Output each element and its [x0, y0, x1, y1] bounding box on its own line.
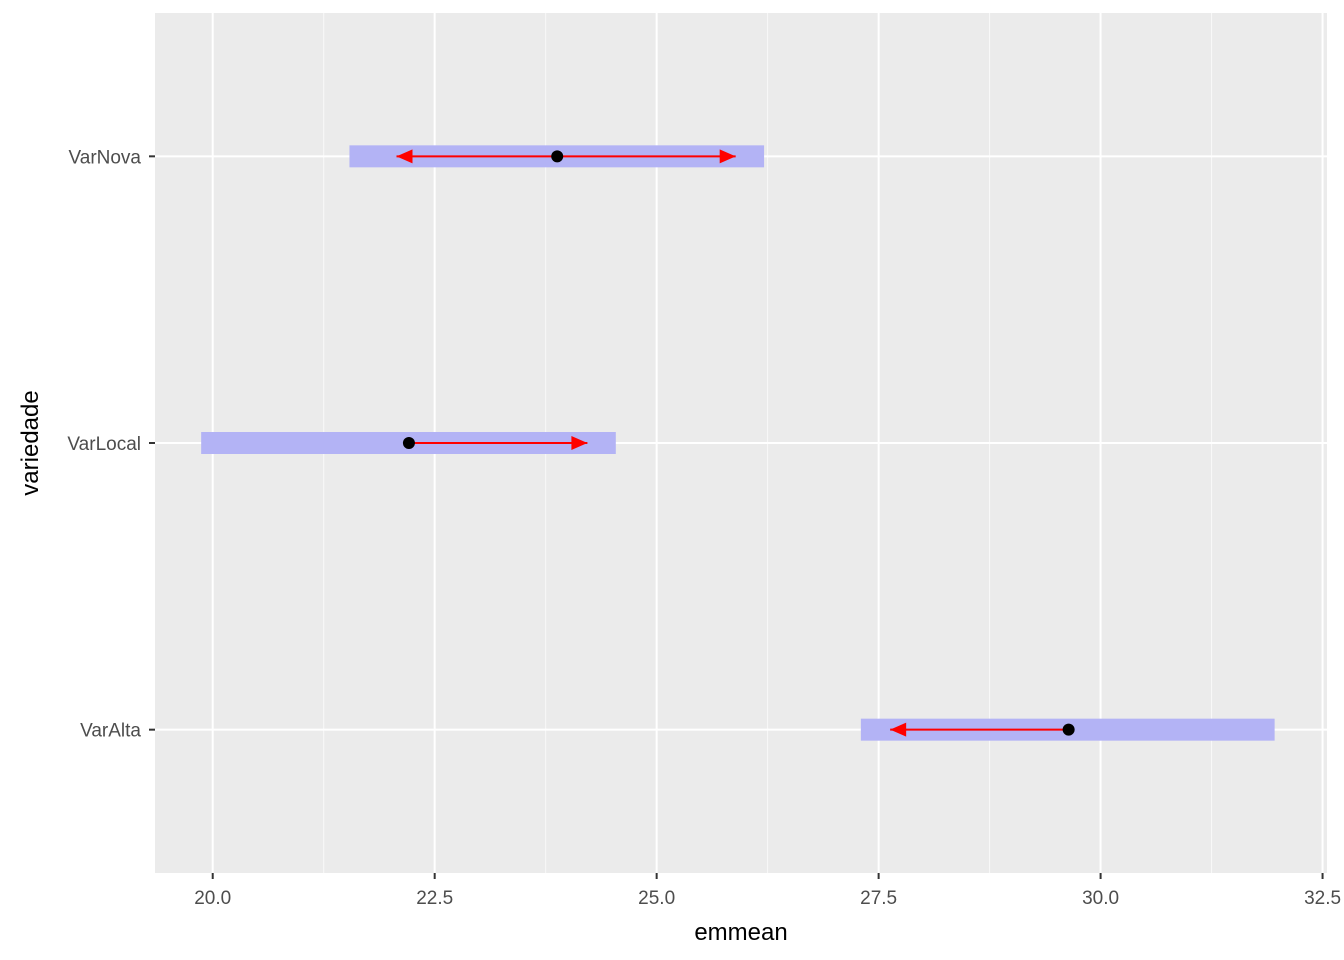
- x-tick-label: 30.0: [1082, 888, 1119, 909]
- y-tick-label: VarNova: [68, 147, 141, 168]
- x-tick-label: 27.5: [860, 888, 897, 909]
- arrowhead-VarNova: [719, 149, 736, 164]
- arrowhead-VarAlta: [890, 722, 907, 737]
- y-tick-label: VarAlta: [80, 721, 141, 742]
- x-tick-label: 32.5: [1304, 888, 1341, 909]
- emmean-point-VarAlta: [1062, 723, 1075, 736]
- emmean-points: [402, 150, 1075, 736]
- x-tick-label: 25.0: [638, 888, 675, 909]
- emmean-point-VarNova: [551, 150, 564, 163]
- comparison-arrows: [396, 149, 1069, 737]
- arrowhead-VarLocal: [571, 436, 588, 450]
- x-axis-title: emmean: [694, 919, 787, 946]
- y-axis-title: variedade: [17, 390, 44, 495]
- x-axis: 20.0 22.5 25.0 27.5 30.0 32.5: [194, 873, 1341, 909]
- y-axis: VarAlta VarLocal VarNova: [67, 147, 155, 742]
- x-tick-label: 22.5: [416, 888, 453, 909]
- y-tick-label: VarLocal: [67, 434, 141, 455]
- x-tick-label: 20.0: [194, 888, 231, 909]
- emmean-point-VarLocal: [402, 437, 415, 449]
- arrowhead-VarNova: [396, 149, 413, 164]
